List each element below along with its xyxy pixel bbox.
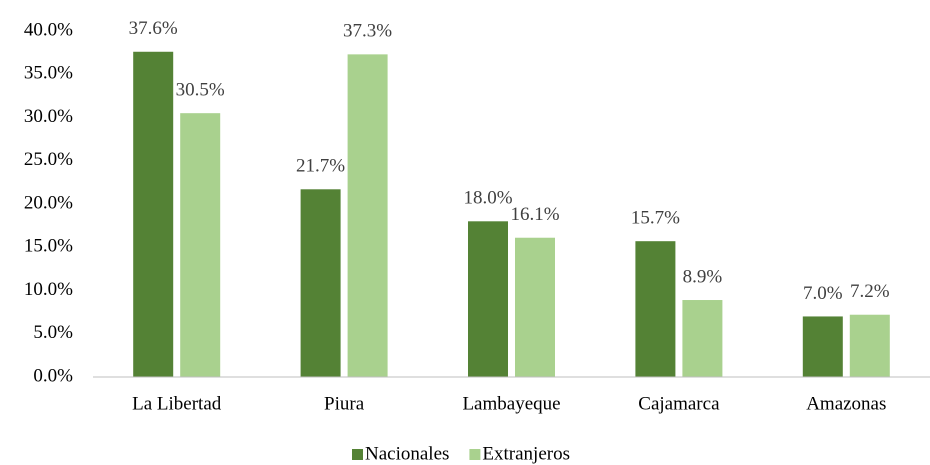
x-tick-label: Piura bbox=[324, 393, 365, 414]
data-label: 21.7% bbox=[296, 156, 345, 177]
bar bbox=[347, 54, 388, 377]
bar bbox=[515, 237, 555, 377]
bar bbox=[468, 221, 508, 377]
x-tick-label: La Libertad bbox=[132, 393, 222, 414]
x-tick-label: Amazonas bbox=[806, 393, 886, 414]
data-label: 16.1% bbox=[510, 204, 559, 225]
y-tick-label: 40.0% bbox=[24, 19, 73, 40]
bar bbox=[133, 51, 174, 377]
legend-label: Extranjeros bbox=[482, 443, 570, 464]
bar bbox=[180, 113, 221, 378]
y-tick-label: 0.0% bbox=[33, 365, 73, 386]
data-label: 37.6% bbox=[129, 18, 178, 39]
x-tick-label: Cajamarca bbox=[638, 393, 720, 414]
legend-swatch bbox=[469, 449, 481, 460]
bar bbox=[635, 241, 676, 377]
bar bbox=[300, 189, 341, 377]
y-tick-label: 20.0% bbox=[24, 192, 73, 213]
legend-swatch bbox=[352, 449, 363, 460]
y-tick-label: 10.0% bbox=[24, 279, 73, 300]
data-label: 30.5% bbox=[176, 80, 225, 101]
y-tick-label: 35.0% bbox=[24, 63, 73, 84]
bar bbox=[802, 316, 843, 377]
y-tick-label: 15.0% bbox=[24, 236, 73, 257]
data-label: 7.2% bbox=[850, 281, 890, 302]
data-label: 15.7% bbox=[631, 208, 680, 229]
y-tick-label: 30.0% bbox=[24, 106, 73, 127]
bar bbox=[849, 314, 890, 377]
data-label: 7.0% bbox=[803, 283, 843, 304]
y-tick-label: 25.0% bbox=[24, 149, 73, 170]
data-label: 8.9% bbox=[683, 266, 723, 287]
data-label: 18.0% bbox=[463, 188, 512, 209]
y-tick-label: 5.0% bbox=[33, 322, 73, 343]
data-label: 37.3% bbox=[343, 21, 392, 42]
bar bbox=[682, 300, 723, 377]
legend-label: Nacionales bbox=[365, 443, 449, 464]
x-tick-label: Lambayeque bbox=[462, 393, 560, 414]
